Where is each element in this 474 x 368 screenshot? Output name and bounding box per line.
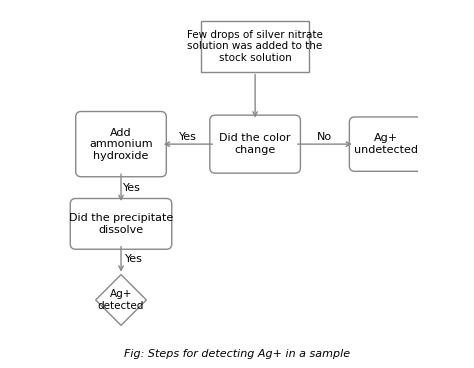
Text: Yes: Yes: [125, 254, 143, 264]
Text: Ag+
undetected: Ag+ undetected: [354, 133, 418, 155]
Text: Few drops of silver nitrate
solution was added to the
stock solution: Few drops of silver nitrate solution was…: [187, 30, 323, 63]
Polygon shape: [96, 275, 146, 325]
Text: Did the color
change: Did the color change: [219, 133, 291, 155]
Text: Did the precipitate
dissolve: Did the precipitate dissolve: [69, 213, 173, 235]
Text: Ag+
detected: Ag+ detected: [98, 289, 144, 311]
FancyBboxPatch shape: [76, 112, 166, 177]
Text: Yes: Yes: [123, 183, 141, 192]
Text: Add
ammonium
hydroxide: Add ammonium hydroxide: [89, 128, 153, 161]
Text: Yes: Yes: [179, 132, 197, 142]
FancyBboxPatch shape: [349, 117, 422, 171]
FancyBboxPatch shape: [210, 115, 301, 173]
Text: Fig: Steps for detecting Ag+ in a sample: Fig: Steps for detecting Ag+ in a sample: [124, 349, 350, 359]
Text: No: No: [317, 132, 332, 142]
Bar: [201, 21, 310, 72]
FancyBboxPatch shape: [70, 198, 172, 249]
